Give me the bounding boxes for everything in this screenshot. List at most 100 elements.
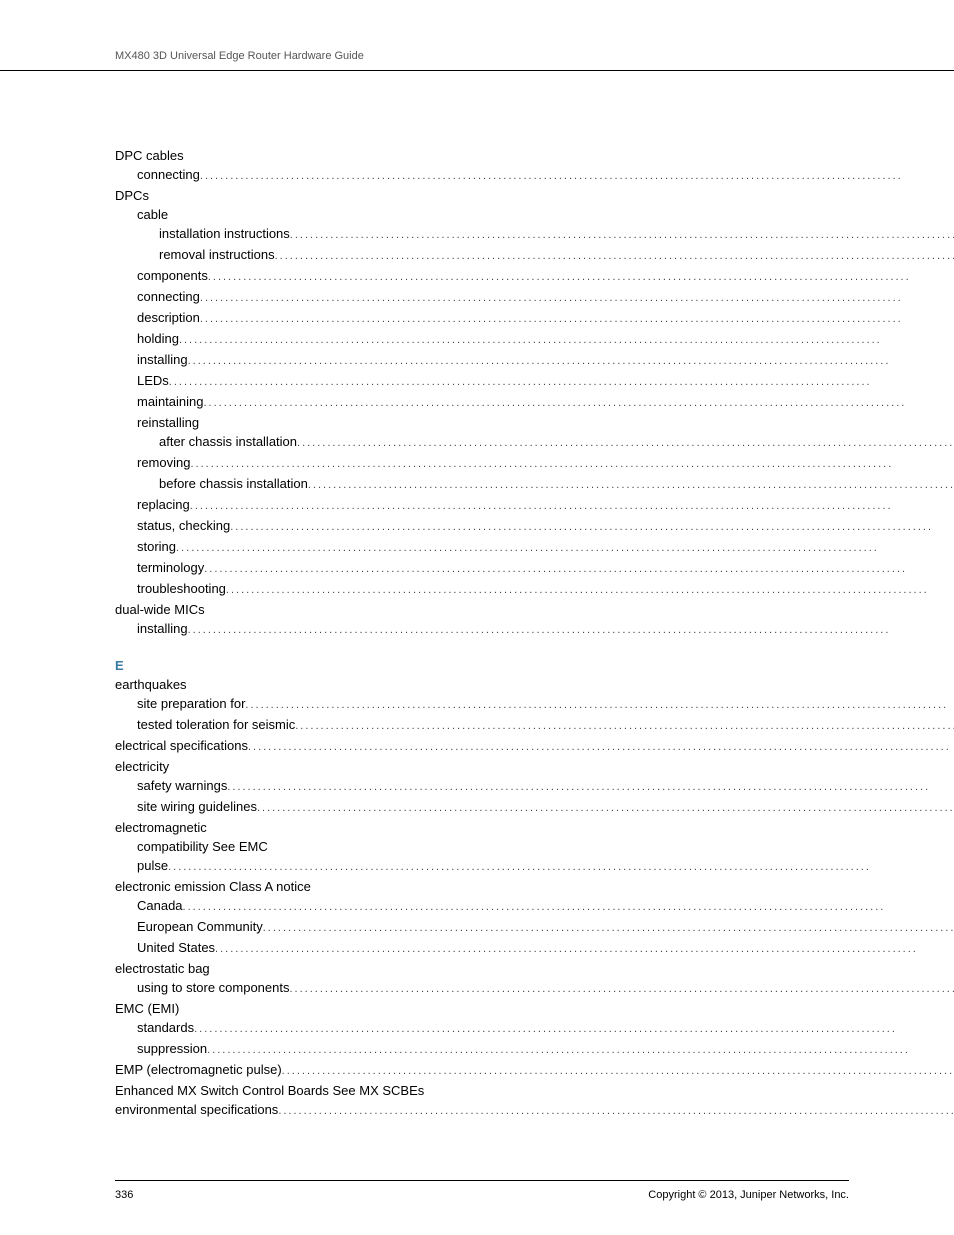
page-footer: 336 Copyright © 2013, Juniper Networks, … xyxy=(115,1180,849,1201)
index-term: pulse xyxy=(137,856,168,875)
index-term: electrostatic bag xyxy=(115,959,210,978)
index-term: Canada xyxy=(137,896,183,915)
index-term: before chassis installation xyxy=(159,474,308,493)
index-entry: removal instructions222 xyxy=(115,245,954,266)
index-term: holding xyxy=(137,329,179,348)
index-term: safety warnings xyxy=(137,776,227,795)
leader-dots xyxy=(168,858,954,877)
index-term: DPCs xyxy=(115,186,149,205)
index-entry: environmental specifications283 xyxy=(115,1100,954,1121)
index-entry: United States279 xyxy=(115,938,954,959)
leader-dots xyxy=(204,560,954,579)
index-term: suppression xyxy=(137,1039,207,1058)
index-term: installing xyxy=(137,619,188,638)
index-entry: replacing190 xyxy=(115,495,954,516)
leader-dots xyxy=(190,497,954,516)
index-term: connecting xyxy=(137,165,200,184)
index-entry: electrical specifications297, 301 xyxy=(115,736,954,757)
leader-dots xyxy=(194,1020,954,1039)
index-entry: using to store components248 xyxy=(115,978,954,999)
index-term: compatibility See EMC xyxy=(137,837,268,856)
index-entry: compatibility See EMC xyxy=(115,837,954,856)
left-column: DPC cables connecting100 DPCscableinstalla… xyxy=(115,146,954,1135)
index-term: environmental specifications xyxy=(115,1100,278,1119)
index-term: electricity xyxy=(115,757,169,776)
leader-dots xyxy=(200,289,954,308)
index-term: standards xyxy=(137,1018,194,1037)
index-term: installation instructions xyxy=(159,224,290,243)
leader-dots xyxy=(278,1102,954,1121)
leader-dots xyxy=(275,247,954,266)
index-term: installing xyxy=(137,350,188,369)
leader-dots xyxy=(169,373,954,392)
index-term: electromagnetic xyxy=(115,818,207,837)
index-term: site wiring guidelines xyxy=(137,797,257,816)
index-entry: Canada277 xyxy=(115,896,954,917)
index-entry: removing190 xyxy=(115,453,954,474)
index-term: maintaining xyxy=(137,392,204,411)
header-title: MX480 3D Universal Edge Router Hardware … xyxy=(115,50,364,62)
index-term: using to store components xyxy=(137,978,289,997)
leader-dots xyxy=(208,268,954,287)
leader-dots xyxy=(176,539,954,558)
index-entry: standards275 xyxy=(115,1018,954,1039)
index-term: storing xyxy=(137,537,176,556)
index-entry: site preparation for56 xyxy=(115,694,954,715)
index-term: reinstalling xyxy=(137,413,199,432)
leader-dots xyxy=(257,799,954,818)
index-entry: installation instructions224 xyxy=(115,224,954,245)
index-term: cable xyxy=(137,205,168,224)
footer-copyright: Copyright © 2013, Juniper Networks, Inc. xyxy=(648,1189,849,1201)
index-term: United States xyxy=(137,938,215,957)
leader-dots xyxy=(200,310,954,329)
index-entry: site wiring guidelines305 xyxy=(115,797,954,818)
index-entry: LEDs39 xyxy=(115,371,954,392)
index-term: troubleshooting xyxy=(137,579,226,598)
leader-dots xyxy=(308,476,954,495)
index-term: electronic emission Class A notice xyxy=(115,877,311,896)
index-entry: DPC cables xyxy=(115,146,954,165)
leader-dots xyxy=(282,1062,954,1081)
index-term: components xyxy=(137,266,208,285)
index-entry: electricity xyxy=(115,757,954,776)
leader-dots xyxy=(289,980,954,999)
leader-dots xyxy=(290,226,954,245)
index-term: status, checking xyxy=(137,516,230,535)
index-entry: safety warnings264 xyxy=(115,776,954,797)
leader-dots xyxy=(248,738,954,757)
leader-dots xyxy=(188,352,954,371)
index-entry: troubleshooting152 xyxy=(115,579,954,600)
leader-dots xyxy=(207,1041,954,1060)
index-term: electrical specifications xyxy=(115,736,248,755)
index-entry: pulse305 xyxy=(115,856,954,877)
index-entry: EMC (EMI) xyxy=(115,999,954,1018)
index-term: dual-wide MICs xyxy=(115,600,205,619)
leader-dots xyxy=(188,621,954,640)
index-entry: components12 xyxy=(115,266,954,287)
index-entry: DPCs xyxy=(115,186,954,205)
index-entry: connecting100 xyxy=(115,287,954,308)
leader-dots xyxy=(215,940,954,959)
index-term: Enhanced MX Switch Control Boards See MX… xyxy=(115,1081,424,1100)
leader-dots xyxy=(190,455,954,474)
page-header: MX480 3D Universal Edge Router Hardware … xyxy=(0,0,954,71)
index-entry: earthquakes xyxy=(115,675,954,694)
index-term: tested toleration for seismic xyxy=(137,715,295,734)
index-entry: terminology139 xyxy=(115,558,954,579)
leader-dots xyxy=(226,581,954,600)
index-entry: storing142 xyxy=(115,537,954,558)
index-term: removal instructions xyxy=(159,245,275,264)
section-heading: E xyxy=(115,658,954,673)
index-term: replacing xyxy=(137,495,190,514)
index-entry: holding140 xyxy=(115,329,954,350)
index-entry: electromagnetic xyxy=(115,818,954,837)
leader-dots xyxy=(204,394,954,413)
index-entry: status, checking130, 138, 152 xyxy=(115,516,954,537)
index-entry: installing212 xyxy=(115,619,954,640)
leader-dots xyxy=(245,696,954,715)
index-term: site preparation for xyxy=(137,694,245,713)
index-entry: Enhanced MX Switch Control Boards See MX… xyxy=(115,1081,954,1100)
index-entry: dual-wide MICs xyxy=(115,600,954,619)
index-entry: before chassis installation72, 86 xyxy=(115,474,954,495)
index-term: removing xyxy=(137,453,190,472)
